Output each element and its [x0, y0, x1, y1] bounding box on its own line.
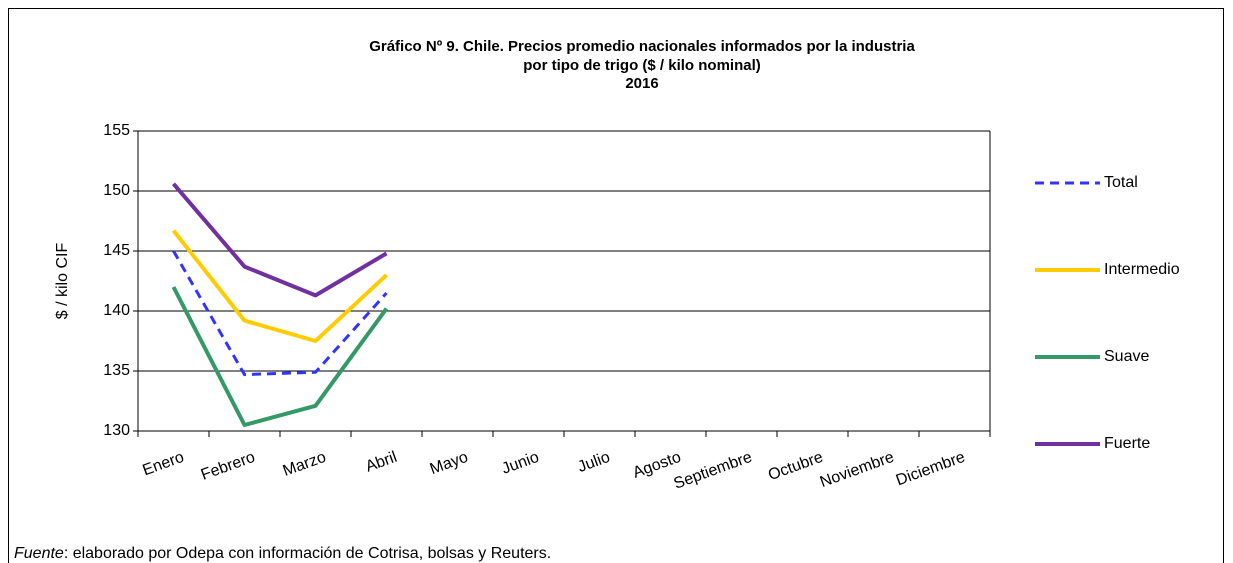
x-tick-label: Enero [140, 449, 186, 480]
series-line [171, 182, 388, 298]
chart-title: 2016 [625, 75, 658, 92]
y-tick-label: 155 [103, 122, 130, 139]
legend-label: Fuerte [1104, 435, 1150, 452]
x-tick-label: Noviembre [818, 449, 897, 491]
y-tick-label: 140 [103, 302, 130, 319]
source-text: : elaborado por Odepa con información de… [64, 545, 551, 562]
x-tick-label: Septiembre [672, 449, 755, 493]
x-tick-label: Marzo [281, 449, 329, 480]
chart-title: por tipo de trigo ($ / kilo nominal) [523, 57, 761, 74]
y-tick-label: 145 [103, 242, 130, 259]
y-tick-label: 130 [103, 422, 130, 439]
source: Fuente: elaborado por Odepa con informac… [14, 545, 551, 562]
legend-label: Suave [1104, 348, 1149, 365]
x-tick-label: Octubre [766, 449, 825, 484]
x-tick-label: Abril [363, 449, 399, 476]
legend-label: Total [1104, 174, 1138, 191]
source-label: Fuente [14, 545, 64, 562]
x-tick-label: Mayo [428, 449, 471, 478]
series-line [171, 286, 389, 427]
y-tick-label: 150 [103, 182, 130, 199]
x-tick-label: Febrero [199, 449, 258, 484]
y-axis-label: $ / kilo CIF [54, 243, 71, 320]
x-tick-label: Junio [500, 449, 542, 478]
x-tick-label: Diciembre [894, 449, 968, 490]
x-tick-label: Julio [576, 449, 613, 476]
chart-title: Gráfico Nº 9. Chile. Precios promedio na… [369, 38, 915, 55]
y-tick-label: 135 [103, 362, 130, 379]
series-line [171, 229, 388, 343]
chart-frame [8, 8, 1224, 563]
legend-label: Intermedio [1104, 261, 1180, 278]
